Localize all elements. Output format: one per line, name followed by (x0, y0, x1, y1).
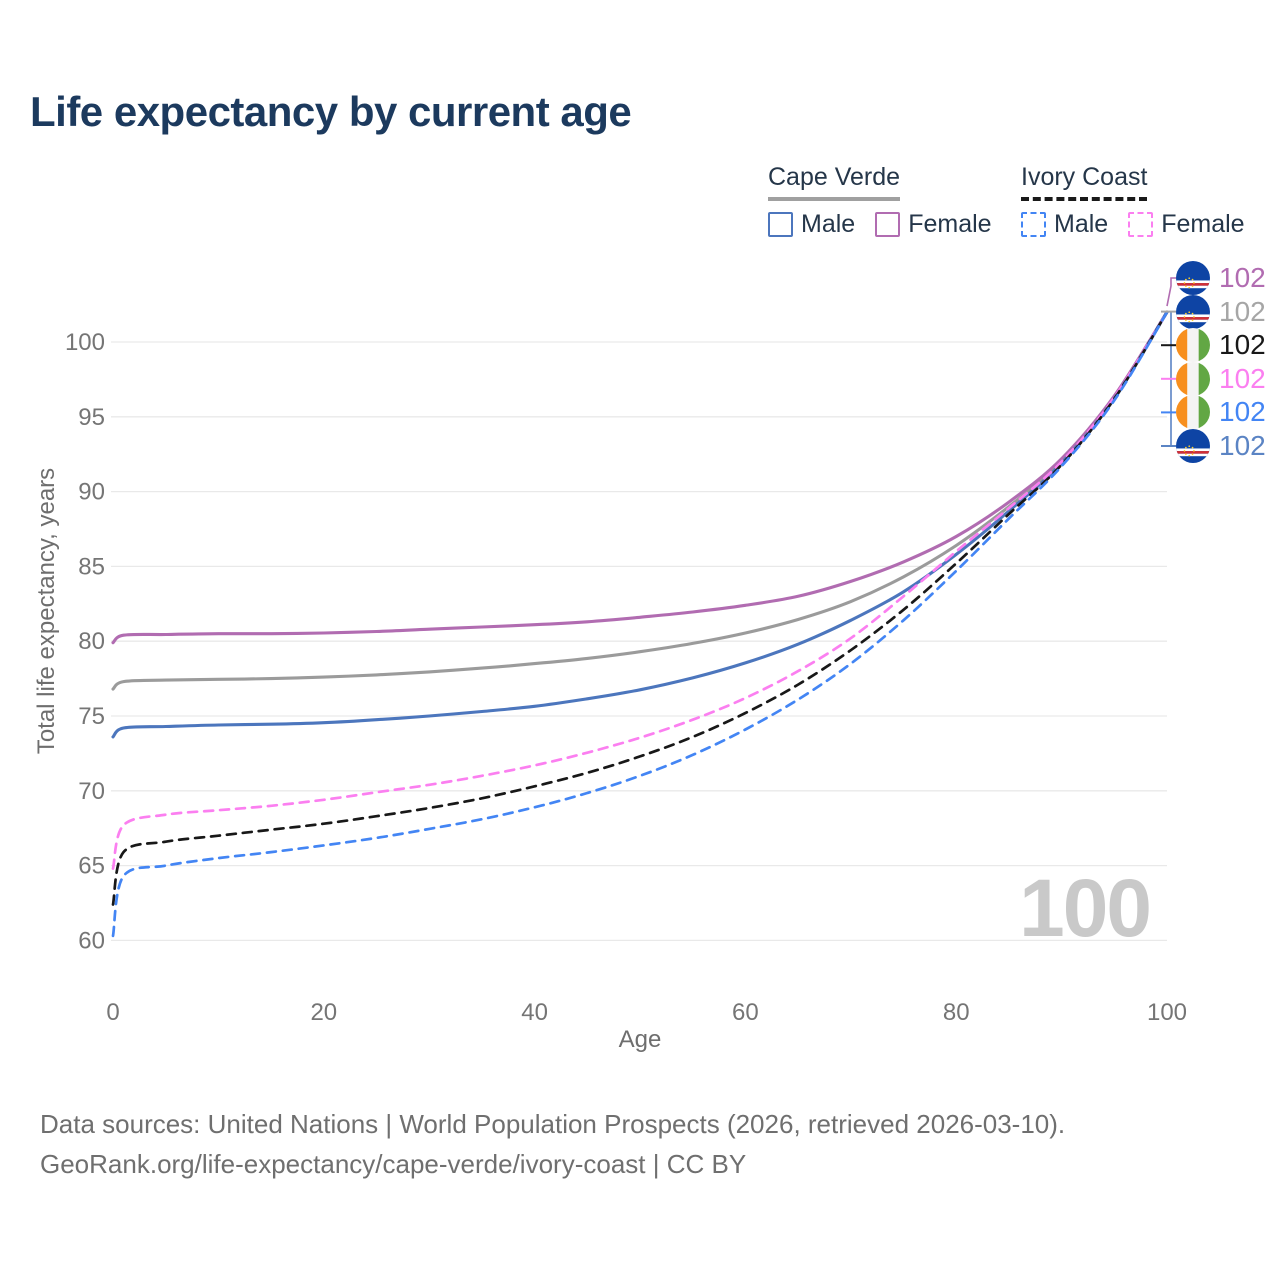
y-tick-label: 75 (78, 703, 105, 730)
y-tick-label: 80 (78, 628, 105, 655)
y-tick-label: 60 (78, 927, 105, 954)
x-tick-label: 40 (521, 999, 548, 1026)
x-tick-label: 80 (943, 999, 970, 1026)
series-line-ivory-coast-male[interactable] (111, 310, 1169, 938)
legend-checkbox-cape-verde-male[interactable] (768, 212, 793, 237)
y-tick-label: 100 (65, 329, 105, 356)
x-axis-title: Age (618, 1026, 662, 1053)
legend-label-ivory-coast-female: Female (1161, 210, 1245, 238)
legend-label-ivory-coast-male: Male (1054, 210, 1109, 238)
series-line-cape-verde-male[interactable] (111, 310, 1169, 739)
x-tick-label: 0 (106, 999, 119, 1026)
legend: Cape Verde Male Female Ivory Coast Male … (0, 163, 1280, 243)
legend-checkbox-ivory-coast-female[interactable] (1128, 212, 1154, 237)
legend-checkbox-ivory-coast-male[interactable] (1021, 212, 1046, 237)
legend-group-ivory-coast: Ivory Coast Male Female (1021, 163, 1265, 239)
legend-group-toggle-ivory-coast[interactable]: Ivory Coast (1021, 163, 1148, 201)
y-tick-label: 85 (78, 553, 105, 580)
footer-sources: Data sources: United Nations | World Pop… (40, 1109, 1066, 1139)
x-tick-label: 20 (310, 999, 337, 1026)
footer-attribution: GeoRank.org/life-expectancy/cape-verde/i… (40, 1149, 747, 1179)
series-line-cape-verde-female[interactable] (111, 310, 1169, 645)
y-tick-label: 95 (78, 404, 105, 431)
legend-group-cape-verde: Cape Verde Male Female (768, 163, 1012, 239)
series-line-ivory-coast-female[interactable] (111, 310, 1169, 870)
legend-label-cape-verde-female: Female (908, 210, 992, 238)
legend-checkbox-cape-verde-female[interactable] (875, 212, 901, 237)
footer: Data sources: United Nations | World Pop… (40, 1104, 1065, 1184)
legend-label-cape-verde-male: Male (801, 210, 856, 238)
y-axis-title: Total life expectancy, years (33, 467, 60, 755)
leader-line (1166, 277, 1176, 307)
page-title: Life expectancy by current age (30, 88, 632, 135)
age-watermark: 100 (1019, 863, 1152, 954)
y-tick-label: 70 (78, 778, 105, 805)
y-tick-label: 65 (78, 853, 105, 880)
x-tick-label: 100 (1147, 999, 1187, 1026)
series-line-ivory-coast-both[interactable] (111, 310, 1169, 906)
x-tick-label: 60 (732, 999, 759, 1026)
legend-group-toggle-cape-verde[interactable]: Cape Verde (768, 163, 901, 201)
y-tick-label: 90 (78, 479, 105, 506)
